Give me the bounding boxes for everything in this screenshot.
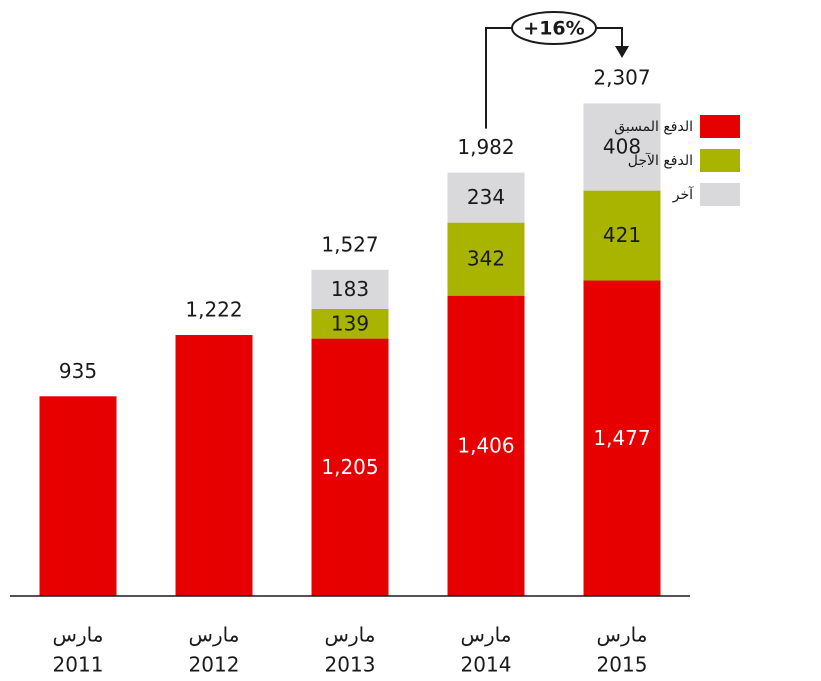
x-tick-label: 2012 [189,653,240,677]
total-label: 1,222 [185,297,242,321]
segment-label: 139 [331,311,369,335]
segment-label: 1,406 [457,433,514,457]
bar-segment [39,396,117,596]
legend-swatch [700,183,740,206]
legend-swatch [700,115,740,138]
bar-segment [447,172,525,223]
total-label: 1,982 [457,135,514,159]
bar-segment [175,334,253,596]
segment-label: 408 [603,135,641,159]
segment-label: 1,205 [321,455,378,479]
annotation-text: +16% [523,18,584,40]
bar-segment [311,338,389,596]
segment-label: 183 [331,277,369,301]
bar-segment [447,295,525,596]
legend-label: الدفع المسبق [614,119,693,135]
bar-segment [583,190,661,281]
total-label: 935 [59,359,97,383]
x-tick-label: 2011 [53,653,104,677]
x-tick-label: 2015 [597,653,648,677]
x-tick-label: مارس [325,623,376,647]
bar-segment [583,280,661,596]
x-tick-label: مارس [53,623,104,647]
x-tick-label: مارس [597,623,648,647]
bar-segment [583,103,661,191]
annotation-arrowhead [615,46,629,58]
segment-label: 1,477 [593,426,650,450]
bar-segment [311,308,389,339]
x-tick-label: 2013 [325,653,376,677]
annotation-oval [511,11,597,45]
bar-segment [311,269,389,309]
bar-segment [447,222,525,296]
legend-label: آخر [672,186,694,203]
segment-label: 342 [467,247,505,271]
segment-label: 234 [467,185,505,209]
x-tick-label: مارس [189,623,240,647]
x-tick-label: مارس [461,623,512,647]
legend-swatch [700,149,740,172]
x-tick-label: 2014 [461,653,512,677]
legend-label: الدفع الآجل [628,153,693,169]
segment-label: 421 [603,223,641,247]
total-label: 1,527 [321,232,378,256]
total-label: 2,307 [593,66,650,90]
